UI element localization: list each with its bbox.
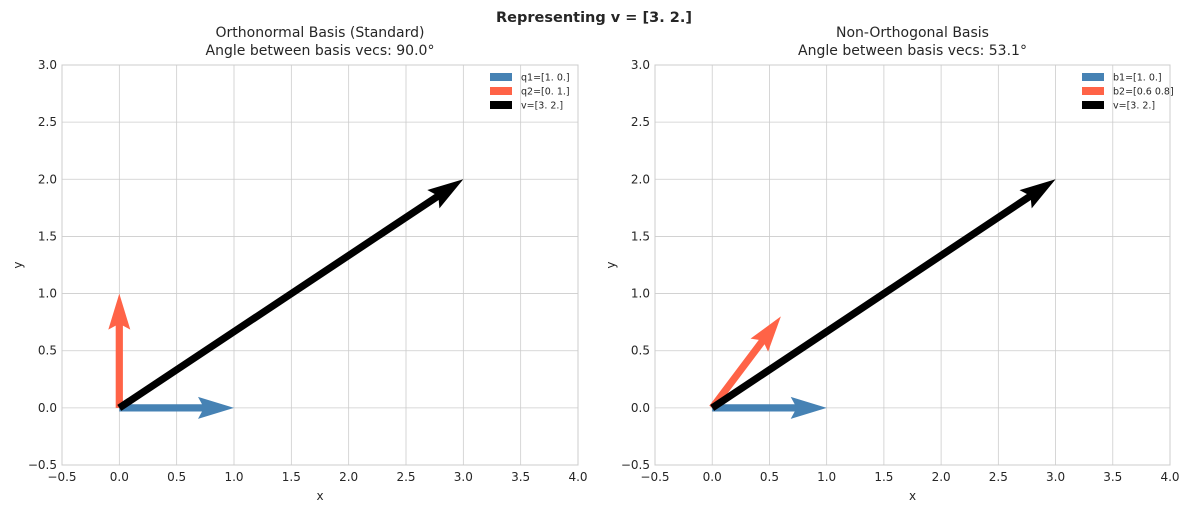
y-axis-label: y bbox=[604, 261, 618, 268]
subplot-title: Orthonormal Basis (Standard) bbox=[216, 25, 425, 41]
axes-frame bbox=[654, 64, 1171, 466]
subplot-subtitle: Angle between basis vecs: 90.0° bbox=[206, 43, 435, 59]
x-tick-label: 1.5 bbox=[282, 470, 301, 484]
y-tick-label: 0.5 bbox=[631, 344, 650, 358]
vector-arrow-1 bbox=[119, 396, 234, 419]
legend-label: b2=[0.6 0.8] bbox=[1113, 87, 1174, 98]
legend-label: b1=[1. 0.] bbox=[1113, 73, 1162, 84]
vector-arrow-2 bbox=[709, 316, 781, 410]
x-tick-label: 3.5 bbox=[1103, 470, 1122, 484]
x-tick-label: 3.5 bbox=[511, 470, 530, 484]
legend-label: q2=[0. 1.] bbox=[521, 87, 570, 98]
axes-frame bbox=[61, 64, 579, 466]
x-axis-label: x bbox=[909, 489, 916, 503]
x-tick-label: 0.0 bbox=[110, 470, 129, 484]
x-tick-label: 0.0 bbox=[703, 470, 722, 484]
y-tick-label: −0.5 bbox=[621, 458, 650, 472]
y-tick-label: 1.5 bbox=[631, 229, 650, 243]
y-tick-label: 0.0 bbox=[38, 401, 57, 415]
legend-swatch bbox=[490, 101, 512, 109]
legend-swatch bbox=[1082, 101, 1104, 109]
y-tick-label: 2.5 bbox=[631, 115, 650, 129]
legend-swatch bbox=[1082, 87, 1104, 95]
x-tick-label: 3.0 bbox=[454, 470, 473, 484]
x-tick-label: 4.0 bbox=[1160, 470, 1179, 484]
vector-arrow-2 bbox=[108, 293, 131, 408]
subplot-subtitle: Angle between basis vecs: 53.1° bbox=[798, 43, 1027, 59]
y-tick-label: 0.0 bbox=[631, 401, 650, 415]
x-tick-label: 4.0 bbox=[568, 470, 587, 484]
y-tick-label: 3.0 bbox=[631, 58, 650, 72]
y-tick-label: 0.5 bbox=[38, 344, 57, 358]
x-tick-label: 0.5 bbox=[760, 470, 779, 484]
subplot-2: Non-Orthogonal Basis Angle between basis … bbox=[604, 25, 1180, 503]
x-tick-label: −0.5 bbox=[47, 470, 76, 484]
x-tick-label: 3.0 bbox=[1046, 470, 1065, 484]
subplot-1: Orthonormal Basis (Standard) Angle betwee… bbox=[11, 25, 588, 503]
legend-swatch bbox=[490, 87, 512, 95]
y-tick-label: 2.0 bbox=[631, 172, 650, 186]
x-tick-label: 1.5 bbox=[874, 470, 893, 484]
x-tick-label: 2.0 bbox=[339, 470, 358, 484]
y-tick-label: 1.5 bbox=[38, 229, 57, 243]
legend-swatch bbox=[1082, 73, 1104, 81]
y-tick-label: 2.0 bbox=[38, 172, 57, 186]
y-tick-label: 1.0 bbox=[38, 287, 57, 301]
x-tick-label: 2.0 bbox=[932, 470, 951, 484]
legend-label: v=[3. 2.] bbox=[521, 101, 563, 112]
x-tick-label: 1.0 bbox=[224, 470, 243, 484]
legend-label: q1=[1. 0.] bbox=[521, 73, 570, 84]
legend-swatch bbox=[490, 73, 512, 81]
y-tick-label: 2.5 bbox=[38, 115, 57, 129]
x-tick-label: 0.5 bbox=[167, 470, 186, 484]
y-tick-label: 3.0 bbox=[38, 58, 57, 72]
x-tick-label: 2.5 bbox=[989, 470, 1008, 484]
vector-arrow-3 bbox=[117, 179, 464, 411]
vector-arrow-3 bbox=[710, 179, 1056, 411]
y-tick-label: 1.0 bbox=[631, 287, 650, 301]
vector-arrow-1 bbox=[712, 396, 827, 419]
x-tick-label: 1.0 bbox=[817, 470, 836, 484]
suptitle: Representing v = [3. 2.] bbox=[496, 10, 692, 26]
x-tick-label: −0.5 bbox=[640, 470, 669, 484]
x-axis-label: x bbox=[316, 489, 323, 503]
y-tick-label: −0.5 bbox=[28, 458, 57, 472]
y-axis-label: y bbox=[11, 261, 25, 268]
legend-label: v=[3. 2.] bbox=[1113, 101, 1155, 112]
x-tick-label: 2.5 bbox=[396, 470, 415, 484]
subplot-title: Non-Orthogonal Basis bbox=[836, 25, 989, 41]
